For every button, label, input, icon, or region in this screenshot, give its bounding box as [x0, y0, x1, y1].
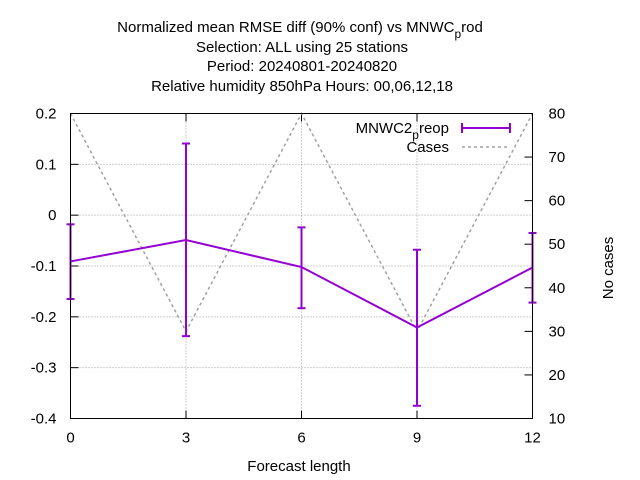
y-tick-label: 0.1 [36, 156, 57, 173]
y-tick-label: -0.1 [31, 258, 57, 275]
y2-tick-label: 50 [549, 236, 566, 253]
x-tick-label: 6 [297, 430, 305, 447]
y2-tick-label: 10 [549, 411, 566, 428]
x-tick-label: 9 [413, 430, 421, 447]
x-tick-label: 12 [524, 430, 541, 447]
plot-border [70, 113, 533, 419]
y2-tick-label: 20 [549, 367, 566, 384]
y2-tick-label: 60 [549, 193, 566, 210]
legend-label-cases: Cases [406, 139, 449, 156]
legend: MNWC2preop Cases [356, 120, 511, 156]
y-tick-label: -0.4 [31, 411, 57, 428]
y-tick-label: 0.2 [36, 106, 57, 123]
y2-tick-label: 30 [549, 323, 566, 340]
x-axis-ticks: 0 3 6 9 12 [66, 113, 541, 447]
x-tick-label: 0 [66, 430, 74, 447]
title-line-1: Normalized mean RMSE diff (90% conf) vs … [117, 19, 483, 41]
y-tick-label: 0 [48, 207, 56, 224]
y2-axis-ticks: 80 70 60 50 40 30 20 10 [524, 106, 566, 428]
y2-axis-label: No cases [600, 237, 617, 300]
x-axis-label: Forecast length [247, 458, 350, 475]
y2-tick-label: 40 [549, 280, 566, 297]
title-line-3: Period: 20240801-20240820 [207, 58, 397, 75]
title-line-2: Selection: ALL using 25 stations [196, 39, 408, 56]
y2-tick-label: 70 [549, 149, 566, 166]
y-tick-label: -0.2 [31, 309, 57, 326]
legend-sample-mnwc2-preop [461, 123, 511, 133]
title-line-4: Relative humidity 850hPa Hours: 00,06,12… [151, 78, 453, 95]
y-tick-label: -0.3 [31, 360, 57, 377]
y2-tick-label: 80 [549, 106, 566, 123]
x-tick-label: 3 [182, 430, 190, 447]
y-axis-ticks: 0.2 0.1 0 -0.1 -0.2 -0.3 -0.4 [31, 106, 79, 428]
series-layer [66, 111, 537, 407]
chart-title: Normalized mean RMSE diff (90% conf) vs … [117, 19, 483, 95]
legend-label-mnwc2-preop: MNWC2preop [356, 120, 449, 142]
